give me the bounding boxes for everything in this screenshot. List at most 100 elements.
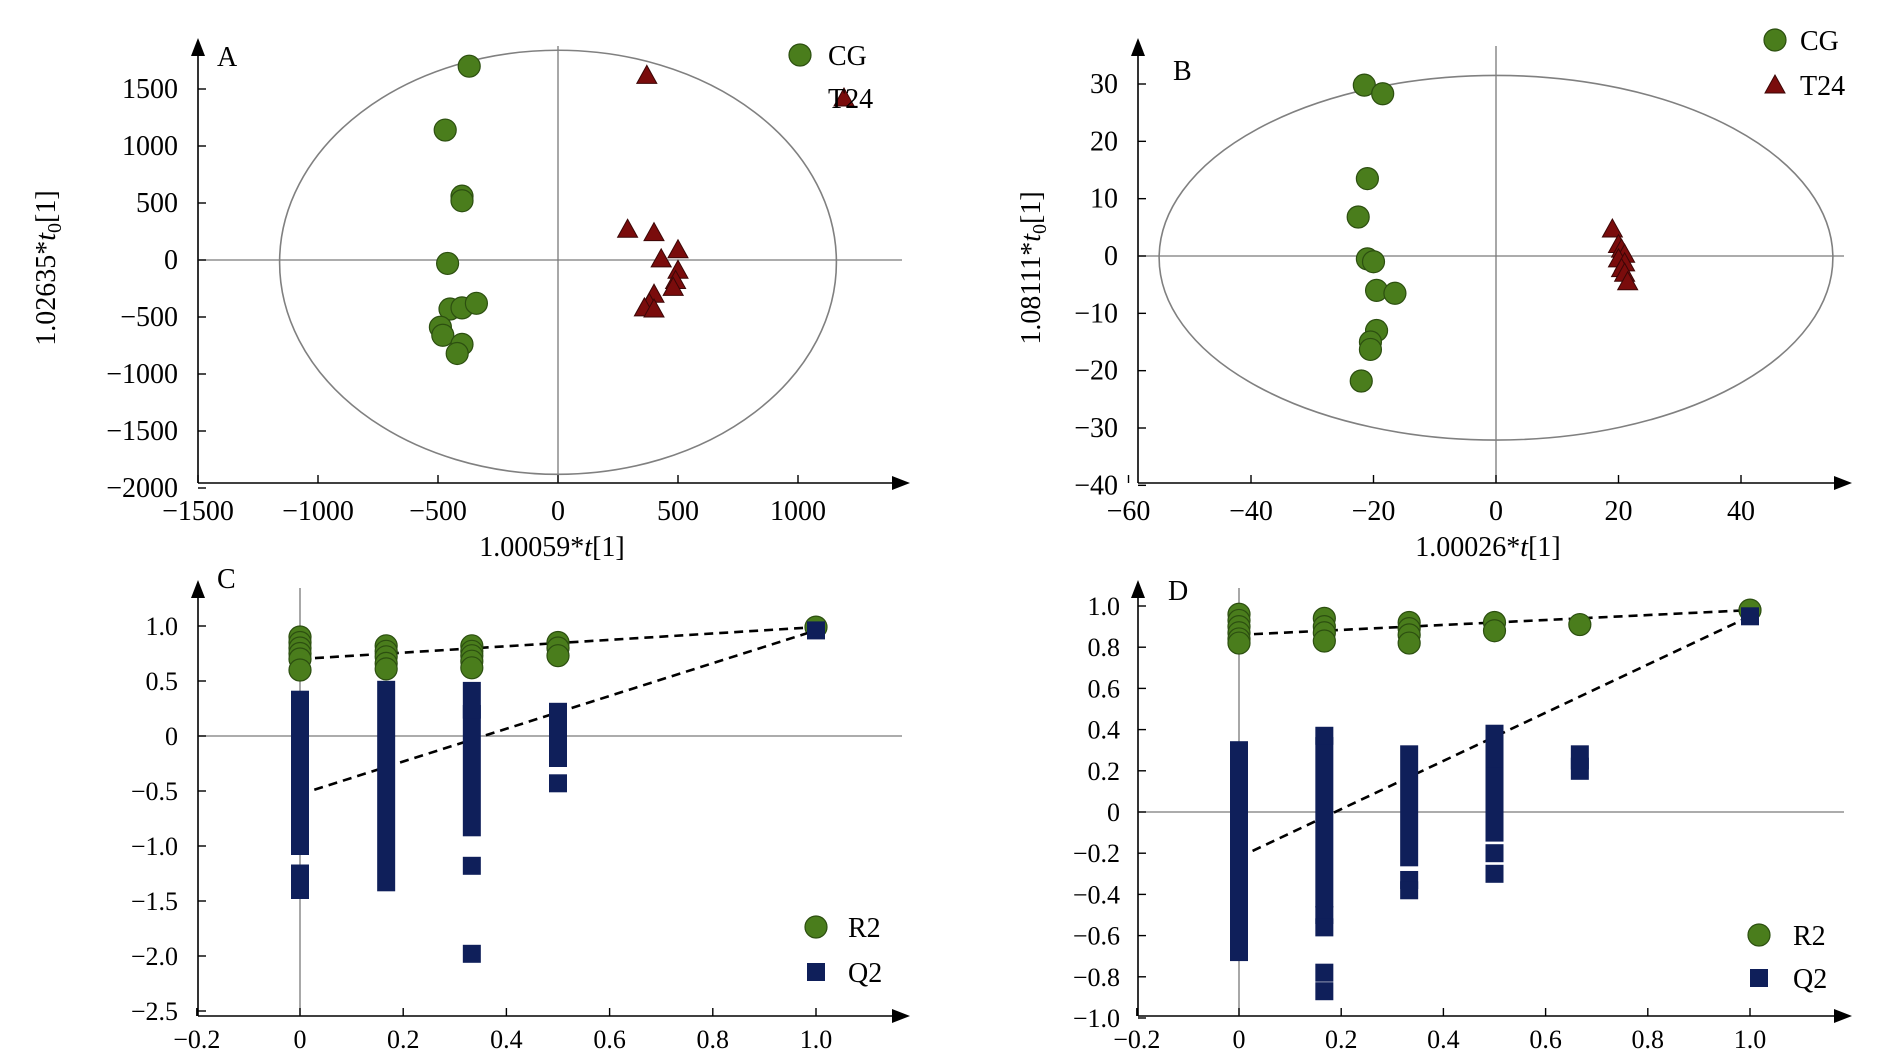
cg-point: [1371, 82, 1395, 106]
q2-point: [807, 621, 825, 640]
cg-point: [433, 118, 457, 142]
y-axis-title: 1.08111*t0[1]: [1016, 191, 1051, 344]
x-tick-label: 40: [1727, 496, 1755, 527]
panel-label: A: [217, 42, 238, 73]
series-cg: [428, 54, 488, 366]
x-tick-label: 0: [1233, 1025, 1246, 1054]
q2-point-stack: [1315, 737, 1334, 908]
y-tick-label: −500: [120, 302, 178, 333]
x-tick-label: 0.4: [490, 1025, 523, 1054]
q2-point-stack: [549, 702, 567, 767]
legend-marker: [1764, 73, 1786, 94]
legend-label: T24: [828, 84, 873, 115]
legend-item-cg: CG: [1763, 26, 1839, 57]
panel-label: B: [1173, 56, 1192, 87]
x-tick-label: 500: [657, 496, 699, 527]
y-axis-arrow: [1131, 580, 1145, 598]
r2-point: [374, 657, 398, 681]
x-tick-label: 20: [1605, 496, 1633, 527]
y-tick-label: 1.0: [146, 612, 179, 641]
q2-point: [1741, 607, 1759, 626]
y-tick-label: −2.0: [131, 942, 178, 971]
y-tick-label: 0: [1104, 241, 1118, 272]
x-axis-arrow: [892, 476, 910, 490]
x-tick-label: −0.2: [1113, 1025, 1160, 1054]
x-tick-label: −60: [1107, 496, 1151, 527]
q2-point: [1400, 881, 1419, 900]
q2-point-stack: [462, 705, 481, 837]
r2-point: [1568, 612, 1592, 637]
cg-point: [1346, 205, 1370, 229]
q2-point-stack: [1485, 724, 1504, 768]
q2-point: [462, 856, 481, 875]
x-tick-label: 1000: [770, 496, 826, 527]
y-tick-label: 1.0: [1088, 592, 1121, 621]
y-tick-label: 0.2: [1088, 757, 1121, 786]
y-tick-label: −30: [1074, 413, 1118, 444]
panel-label: C: [217, 564, 236, 595]
q2-point: [291, 864, 309, 883]
y-tick-label: −1.0: [1073, 1004, 1120, 1033]
x-tick-label: −1000: [282, 496, 354, 527]
y-tick-label: 0.8: [1088, 633, 1121, 662]
y-axis-title: 1.02635*t0[1]: [31, 190, 66, 345]
y-tick-label: 500: [136, 188, 178, 219]
y-tick-label: −1000: [106, 359, 178, 390]
legend-marker: [788, 43, 812, 67]
legend-marker: [833, 86, 855, 107]
x-axis-arrow: [892, 1009, 910, 1023]
r2-point: [546, 644, 570, 668]
y-tick-label: −2.5: [131, 997, 178, 1026]
legend-marker: [1747, 923, 1771, 947]
r2-point: [1482, 619, 1507, 643]
y-tick-label: −0.2: [1073, 839, 1120, 868]
cg-point: [1355, 167, 1379, 191]
series-t24: [1601, 218, 1639, 291]
q2-point-stack: [1485, 757, 1504, 842]
r2-point: [288, 658, 312, 682]
x-tick-label: 0.2: [387, 1025, 420, 1054]
cg-point: [436, 251, 460, 276]
y-tick-label: −0.6: [1073, 922, 1120, 951]
t24-point: [662, 276, 685, 296]
series-r2: [288, 615, 828, 682]
y-axis-arrow: [191, 38, 205, 56]
y-tick-label: 1000: [122, 131, 178, 162]
q2-point: [462, 944, 481, 963]
legend-item-r2: R2: [1747, 921, 1826, 952]
cg-point: [464, 291, 488, 315]
legend-item-t24: T24: [828, 84, 873, 115]
y-tick-label: 10: [1090, 184, 1118, 215]
x-tick-label: −0.2: [173, 1025, 220, 1054]
q2-point-stack: [377, 680, 396, 892]
x-tick-label: −500: [409, 496, 467, 527]
cg-point: [445, 341, 469, 366]
x-tick-label: −1500: [162, 496, 234, 527]
y-tick-label: −1.0: [131, 832, 178, 861]
y-tick-label: 0.6: [1088, 674, 1121, 703]
x-tick-label: 1.0: [1734, 1025, 1767, 1054]
confidence-ellipse: [1158, 74, 1834, 441]
q2-point-stack: [462, 681, 481, 719]
y-axis-arrow: [191, 580, 205, 598]
r2-point: [460, 656, 484, 680]
y-tick-label: 20: [1090, 126, 1118, 157]
legend-label: CG: [1800, 26, 1839, 57]
legend-item-cg: CG: [788, 41, 867, 72]
y-tick-label: −1500: [106, 416, 178, 447]
cg-point: [1383, 281, 1407, 305]
t24-point: [650, 247, 673, 268]
q2-point: [549, 774, 567, 793]
legend-label: CG: [828, 41, 867, 72]
q2-point: [1485, 864, 1504, 883]
legend-label: Q2: [848, 958, 882, 989]
y-tick-label: 0: [165, 722, 178, 751]
y-tick-label: 0: [1107, 798, 1120, 827]
legend-marker: [807, 963, 825, 981]
x-tick-label: 0.6: [593, 1025, 626, 1054]
y-tick-label: 0.4: [1088, 716, 1121, 745]
legend-item-q2: Q2: [807, 958, 882, 989]
y-tick-label: −10: [1074, 298, 1118, 329]
panel-label: D: [1168, 576, 1188, 607]
panel-d: −0.2 0 0.2 0.4 0.6 0.8 1.0 −1.0 −0.8 −0.6 −0.4 −0.2…: [1073, 576, 1852, 1054]
